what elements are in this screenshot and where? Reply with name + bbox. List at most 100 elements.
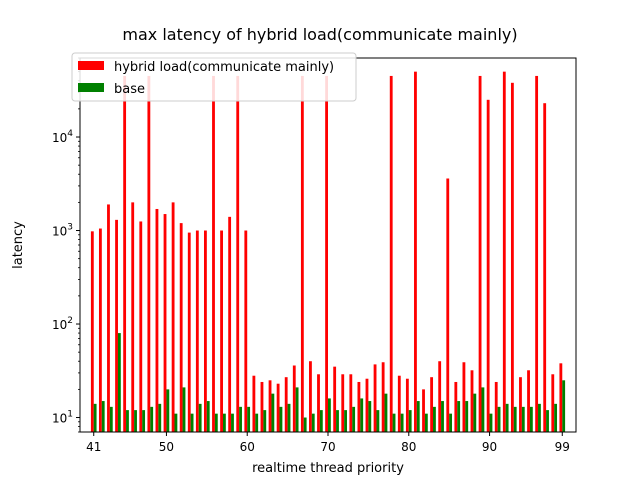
bar-hybrid-55 xyxy=(204,230,207,432)
bar-base-89 xyxy=(481,387,485,432)
bar-hybrid-87 xyxy=(462,362,466,432)
y-axis-label: latency xyxy=(11,221,26,269)
bar-hybrid-62 xyxy=(260,381,264,432)
bar-base-83 xyxy=(433,406,436,432)
bar-base-63 xyxy=(271,393,275,432)
bar-base-72 xyxy=(344,410,347,432)
legend-label-hybrid: hybrid load(communicate mainly) xyxy=(114,60,334,75)
bar-hybrid-98 xyxy=(551,374,555,432)
legend: hybrid load(communicate mainly) base xyxy=(71,52,357,102)
legend-box xyxy=(71,52,357,102)
bar-base-87 xyxy=(465,401,469,432)
bar-base-85 xyxy=(449,413,452,432)
bar-base-60 xyxy=(247,406,251,432)
bar-base-95 xyxy=(529,406,533,432)
x-tick-label: 70 xyxy=(320,440,335,454)
x-axis-ticks: 41 50 60 70 80 90 99 xyxy=(86,432,570,454)
legend-swatch-hybrid xyxy=(78,61,104,70)
bar-hybrid-90 xyxy=(486,99,490,432)
bar-hybrid-85 xyxy=(446,178,450,432)
bar-hybrid-69 xyxy=(317,374,320,432)
bar-base-46 xyxy=(134,410,137,432)
bar-hybrid-65 xyxy=(284,377,288,432)
bar-hybrid-47 xyxy=(139,221,143,432)
bar-base-77 xyxy=(384,393,388,432)
bar-hybrid-75 xyxy=(365,378,369,432)
bar-base-43 xyxy=(109,406,113,432)
bar-hybrid-96 xyxy=(535,75,539,432)
bar-hybrid-42 xyxy=(98,228,102,432)
bar-hybrid-70 xyxy=(325,75,328,432)
bar-base-71 xyxy=(336,410,339,432)
bar-hybrid-61 xyxy=(252,375,256,432)
bar-hybrid-44 xyxy=(115,219,118,432)
bar-hybrid-50 xyxy=(163,214,167,432)
x-tick-label: 80 xyxy=(401,440,416,454)
bar-hybrid-56 xyxy=(212,75,215,432)
bar-hybrid-92 xyxy=(502,71,506,432)
bar-base-97 xyxy=(546,410,549,432)
bar-hybrid-94 xyxy=(519,377,522,432)
bar-hybrid-88 xyxy=(470,370,474,432)
bar-hybrid-83 xyxy=(430,377,434,432)
x-tick-label: 50 xyxy=(159,440,174,454)
bar-hybrid-52 xyxy=(179,223,183,432)
legend-swatch-base xyxy=(78,83,104,92)
bar-base-79 xyxy=(400,413,404,432)
bar-hybrid-57 xyxy=(220,230,223,432)
bar-base-58 xyxy=(231,413,234,432)
bar-base-42 xyxy=(101,401,105,432)
bar-hybrid-79 xyxy=(397,375,401,432)
bar-base-48 xyxy=(150,406,154,432)
bar-hybrid-95 xyxy=(527,370,530,432)
bar-hybrid-71 xyxy=(333,366,337,432)
bar-hybrid-59 xyxy=(236,75,240,432)
bar-hybrid-48 xyxy=(147,75,151,432)
bar-base-56 xyxy=(214,413,218,432)
bar-base-53 xyxy=(190,413,194,432)
bar-base-52 xyxy=(182,387,186,432)
bar-hybrid-97 xyxy=(543,103,547,432)
bar-hybrid-76 xyxy=(373,364,377,432)
bar-base-65 xyxy=(287,403,291,432)
bar-base-61 xyxy=(255,413,259,432)
bar-hybrid-41 xyxy=(90,231,94,432)
bar-base-55 xyxy=(206,401,210,432)
bar-hybrid-93 xyxy=(510,82,514,432)
x-tick-label: 41 xyxy=(86,440,101,454)
bar-hybrid-54 xyxy=(195,230,199,432)
bar-base-64 xyxy=(279,406,283,432)
bar-base-73 xyxy=(352,406,356,432)
bar-hybrid-67 xyxy=(300,75,304,432)
bar-base-96 xyxy=(538,403,541,432)
bar-hybrid-73 xyxy=(349,374,353,432)
bar-hybrid-68 xyxy=(309,361,312,432)
x-tick-label: 60 xyxy=(240,440,255,454)
bar-base-68 xyxy=(311,413,315,432)
bar-base-78 xyxy=(392,413,396,432)
bar-base-45 xyxy=(126,410,129,432)
bar-base-93 xyxy=(513,406,517,432)
bar-hybrid-89 xyxy=(478,75,482,432)
bar-hybrid-60 xyxy=(244,230,248,432)
bar-hybrid-82 xyxy=(422,389,425,432)
bar-base-66 xyxy=(295,387,299,432)
bar-base-81 xyxy=(416,401,420,432)
x-tick-label: 90 xyxy=(482,440,497,454)
bar-hybrid-80 xyxy=(405,378,409,432)
bar-base-67 xyxy=(303,417,307,432)
bar-base-44 xyxy=(117,333,121,432)
bar-hybrid-43 xyxy=(107,204,110,432)
bar-base-47 xyxy=(142,410,146,432)
bar-base-57 xyxy=(222,413,226,432)
legend-label-base: base xyxy=(114,82,145,97)
bar-base-41 xyxy=(93,403,97,432)
bar-base-91 xyxy=(497,406,501,432)
bar-base-86 xyxy=(457,401,461,432)
bar-base-49 xyxy=(158,403,162,432)
bar-hybrid-84 xyxy=(438,361,442,432)
bar-hybrid-63 xyxy=(268,380,272,432)
bar-hybrid-77 xyxy=(381,362,385,432)
bar-hybrid-53 xyxy=(187,232,191,432)
